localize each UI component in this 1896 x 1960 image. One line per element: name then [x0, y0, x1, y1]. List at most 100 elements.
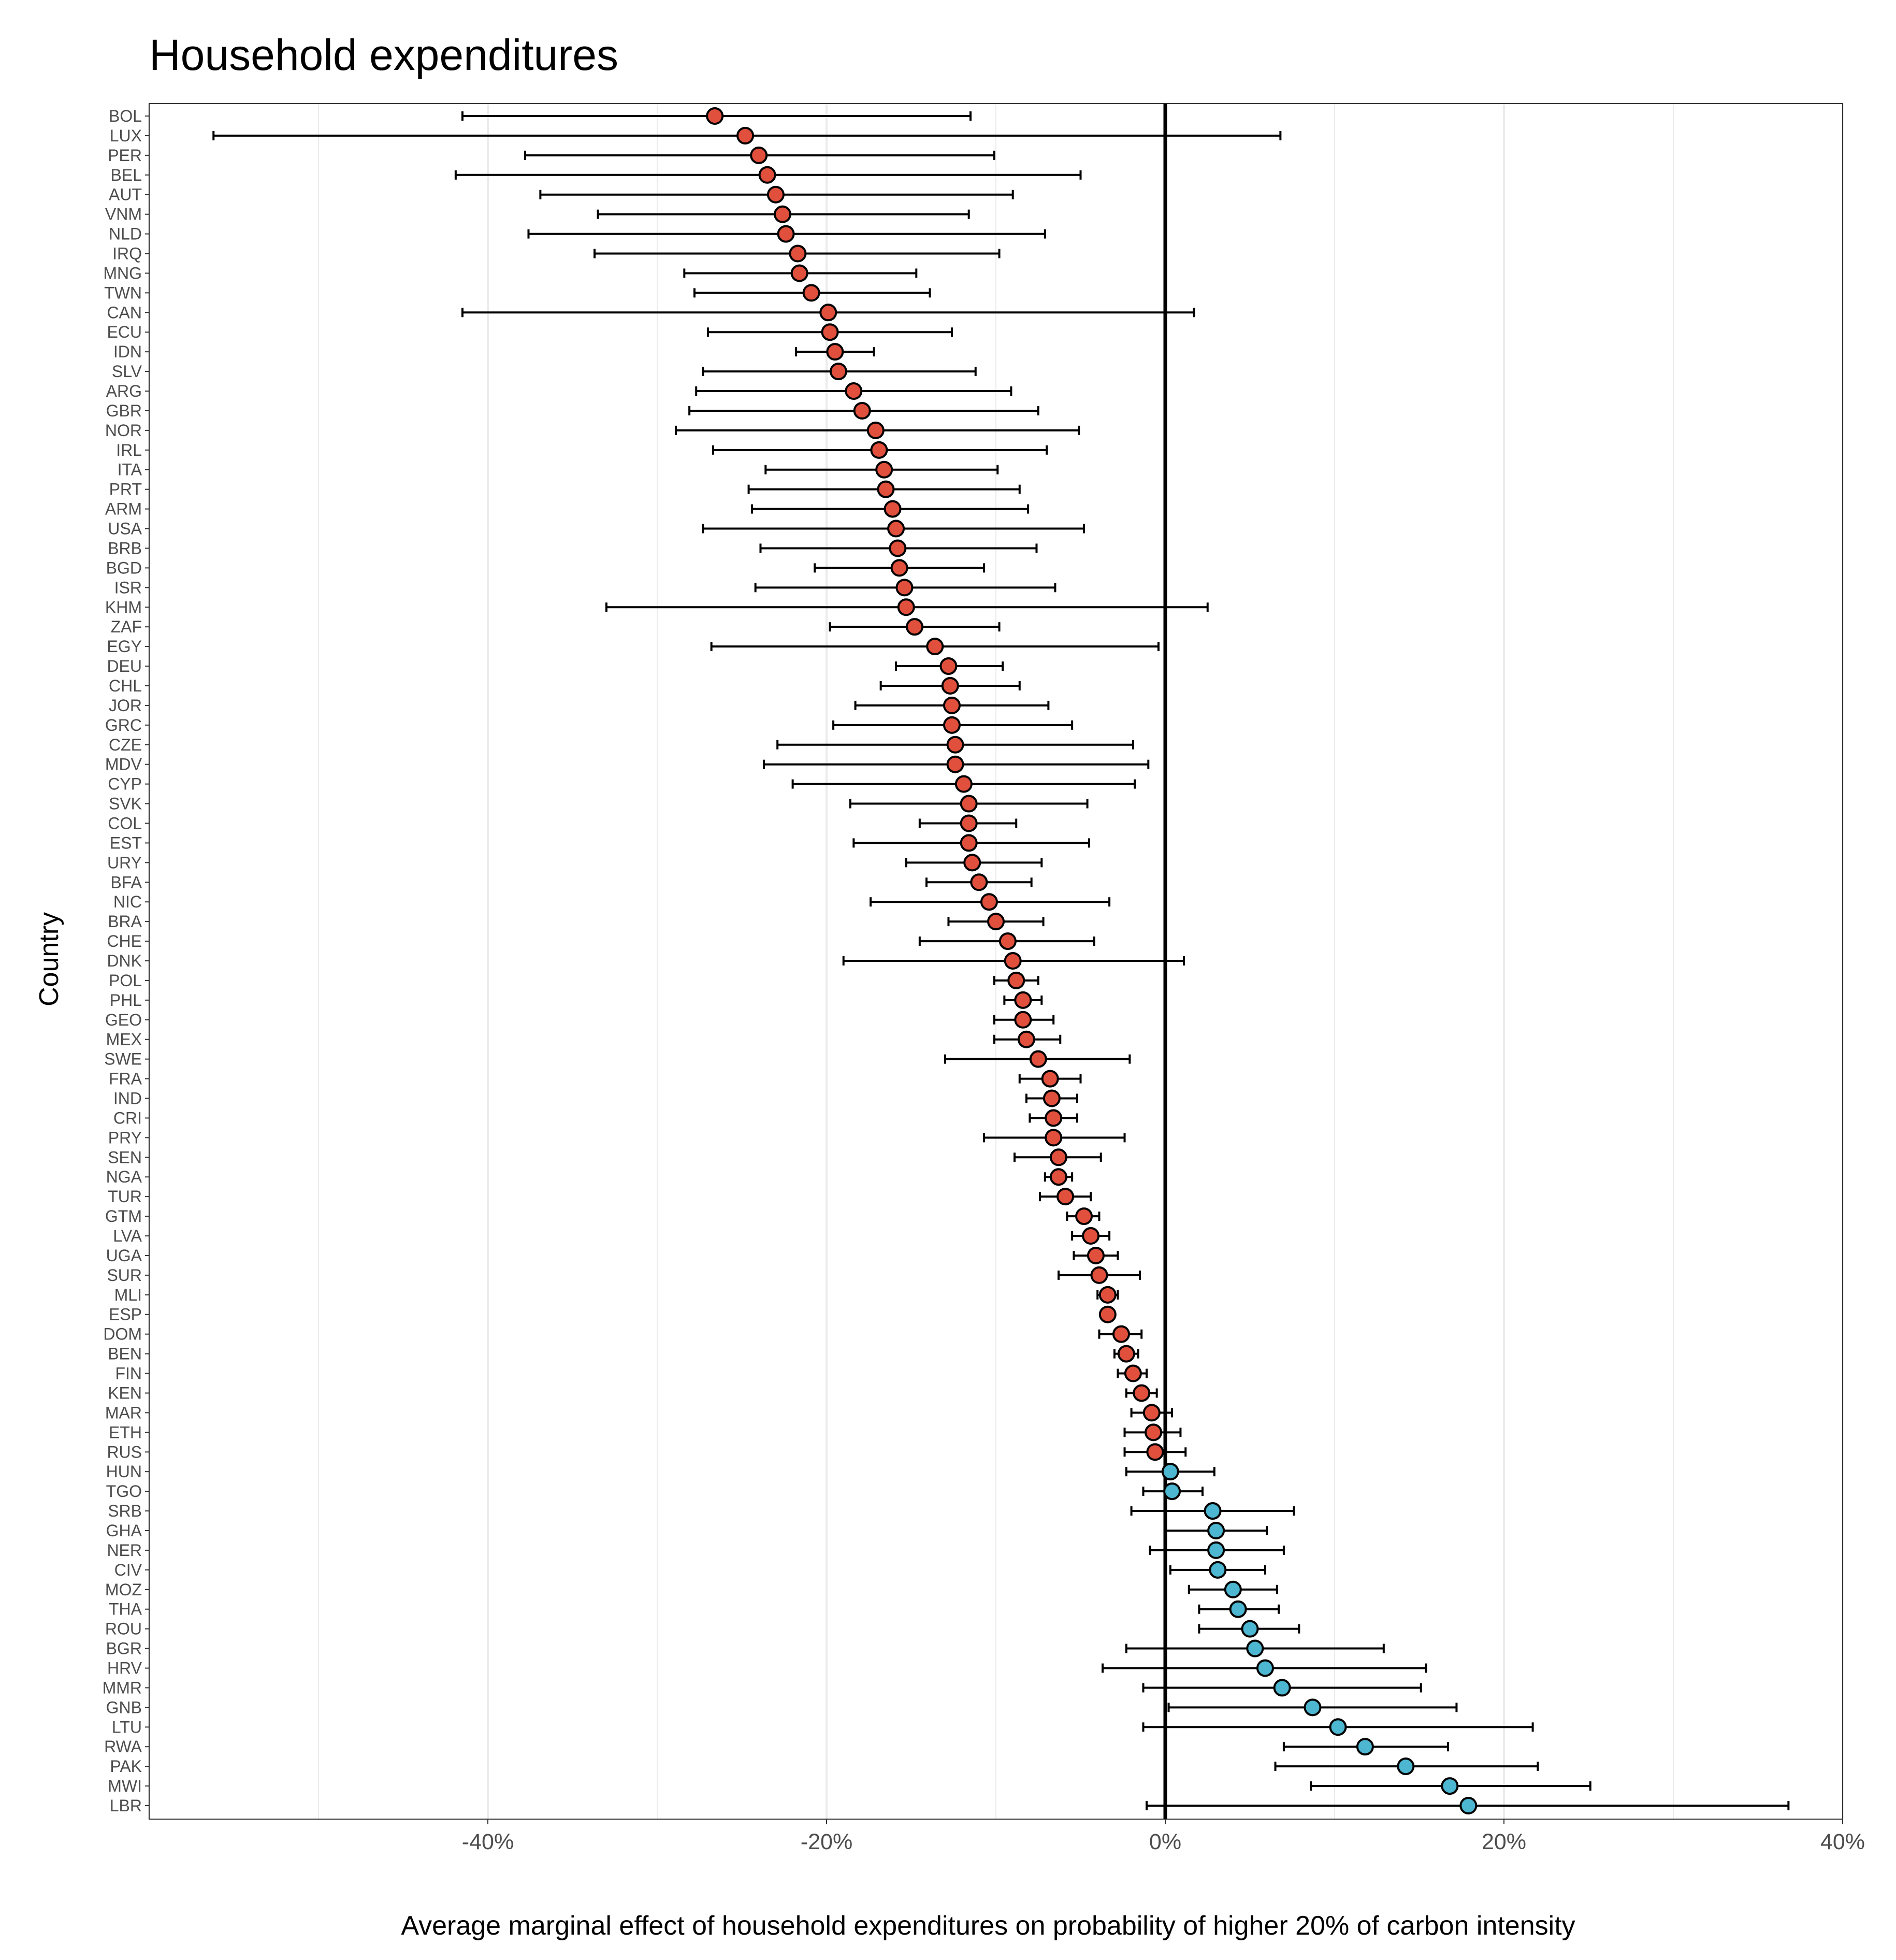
y-tick-label-pol: POL [109, 971, 142, 990]
x-tick-label: -20% [801, 1829, 852, 1854]
point-ury [963, 854, 981, 872]
point-svk [960, 795, 978, 813]
point-egy [926, 638, 944, 656]
point-irq [789, 244, 807, 263]
point-cri [1045, 1109, 1063, 1127]
point-pak [1397, 1757, 1415, 1776]
x-axis-tick-labels: -40% -20% 0% 20% 40% [462, 1819, 1865, 1854]
point-est [960, 834, 978, 852]
y-tick-label-nga: NGA [106, 1168, 142, 1186]
y-tick-label-rwa: RWA [104, 1737, 142, 1756]
y-tick-label-irl: IRL [116, 441, 142, 459]
point-ecu [821, 323, 839, 341]
y-tick-label-egy: EGY [107, 637, 142, 656]
y-tick-label-gnb: GNB [106, 1698, 142, 1717]
y-tick-label-mmr: MMR [103, 1678, 142, 1697]
point-hrv [1256, 1659, 1274, 1677]
y-tick-label-srb: SRB [108, 1502, 142, 1520]
y-tick-label-tgo: TGO [106, 1482, 142, 1501]
point-gha [1207, 1521, 1225, 1539]
point-mex [1017, 1030, 1035, 1048]
point-fra [1041, 1070, 1059, 1088]
point-dom [1112, 1325, 1130, 1343]
point-che [998, 932, 1017, 950]
y-tick-label-swe: SWE [104, 1050, 142, 1069]
y-tick-label-moz: MOZ [105, 1580, 142, 1599]
point-nor [866, 421, 885, 439]
point-rus [1146, 1443, 1164, 1461]
y-tick-label-hrv: HRV [107, 1659, 142, 1677]
point-esp [1098, 1305, 1117, 1323]
point-ben [1117, 1345, 1135, 1363]
y-tick-label-ben: BEN [108, 1345, 142, 1363]
y-tick-label-usa: USA [108, 520, 142, 538]
point-bra [987, 913, 1005, 931]
y-tick-label-arm: ARM [105, 500, 142, 518]
y-tick-label-ury: URY [107, 853, 142, 872]
point-jor [943, 696, 961, 714]
y-tick-label-civ: CIV [114, 1561, 142, 1579]
point-mli [1098, 1286, 1117, 1304]
point-uga [1087, 1246, 1105, 1264]
point-per [750, 146, 768, 164]
y-tick-label-bol: BOL [109, 107, 142, 125]
y-tick-label-nor: NOR [105, 421, 142, 440]
point-ind [1043, 1089, 1061, 1107]
y-tick-label-jor: JOR [109, 696, 142, 715]
point-can [819, 304, 837, 322]
point-mar [1142, 1404, 1161, 1422]
y-tick-label-nic: NIC [113, 892, 142, 911]
point-khm [897, 598, 915, 616]
y-tick-label-per: PER [108, 146, 142, 165]
y-tick-label-col: COL [108, 814, 142, 832]
y-tick-label-ner: NER [107, 1541, 142, 1560]
y-tick-label-uga: UGA [106, 1246, 142, 1265]
point-ken [1133, 1384, 1151, 1402]
y-tick-label-mar: MAR [105, 1403, 142, 1422]
point-arg [845, 382, 863, 400]
point-tgo [1163, 1482, 1181, 1501]
point-nld [777, 225, 795, 243]
y-tick-label-zaf: ZAF [111, 617, 142, 636]
point-civ [1209, 1561, 1227, 1579]
y-axis-tick-labels: BOLLUXPERBELAUTVNMNLDIRQMNGTWNCANECUIDNS… [103, 107, 149, 1815]
point-geo [1014, 1011, 1032, 1029]
y-axis-label: Country [34, 912, 64, 1006]
point-nic [980, 893, 998, 911]
chart-title: Household expenditures [149, 31, 618, 79]
point-cyp [954, 775, 973, 793]
y-tick-label-irq: IRQ [112, 244, 142, 263]
point-dnk [1004, 952, 1022, 970]
y-tick-label-khm: KHM [105, 598, 142, 616]
x-tick-label: 20% [1482, 1829, 1526, 1854]
y-tick-label-aut: AUT [109, 185, 142, 204]
point-bel [758, 166, 776, 184]
y-tick-label-ltu: LTU [112, 1718, 142, 1736]
point-twn [802, 284, 820, 302]
y-tick-label-arg: ARG [106, 382, 142, 400]
x-axis-label: Average marginal effect of household exp… [401, 1911, 1575, 1941]
point-bgr [1246, 1639, 1264, 1658]
y-tick-label-cyp: CYP [108, 775, 142, 794]
point-zaf [906, 618, 924, 636]
y-tick-label-grc: GRC [105, 716, 142, 734]
point-swe [1029, 1050, 1047, 1068]
point-brb [889, 539, 907, 557]
point-nga [1049, 1168, 1067, 1186]
x-tick-label: 40% [1820, 1829, 1865, 1854]
point-pol [1007, 971, 1025, 989]
point-slv [829, 363, 847, 381]
y-tick-label-pry: PRY [108, 1128, 142, 1147]
point-aut [766, 185, 785, 204]
point-gbr [853, 401, 871, 420]
point-chl [941, 676, 959, 695]
point-mwi [1441, 1777, 1459, 1795]
y-tick-label-tha: THA [109, 1600, 142, 1619]
y-tick-label-ken: KEN [108, 1383, 142, 1402]
point-bol [706, 107, 724, 125]
point-ner [1207, 1541, 1225, 1559]
y-tick-label-can: CAN [107, 303, 142, 322]
y-tick-label-lux: LUX [110, 126, 142, 145]
